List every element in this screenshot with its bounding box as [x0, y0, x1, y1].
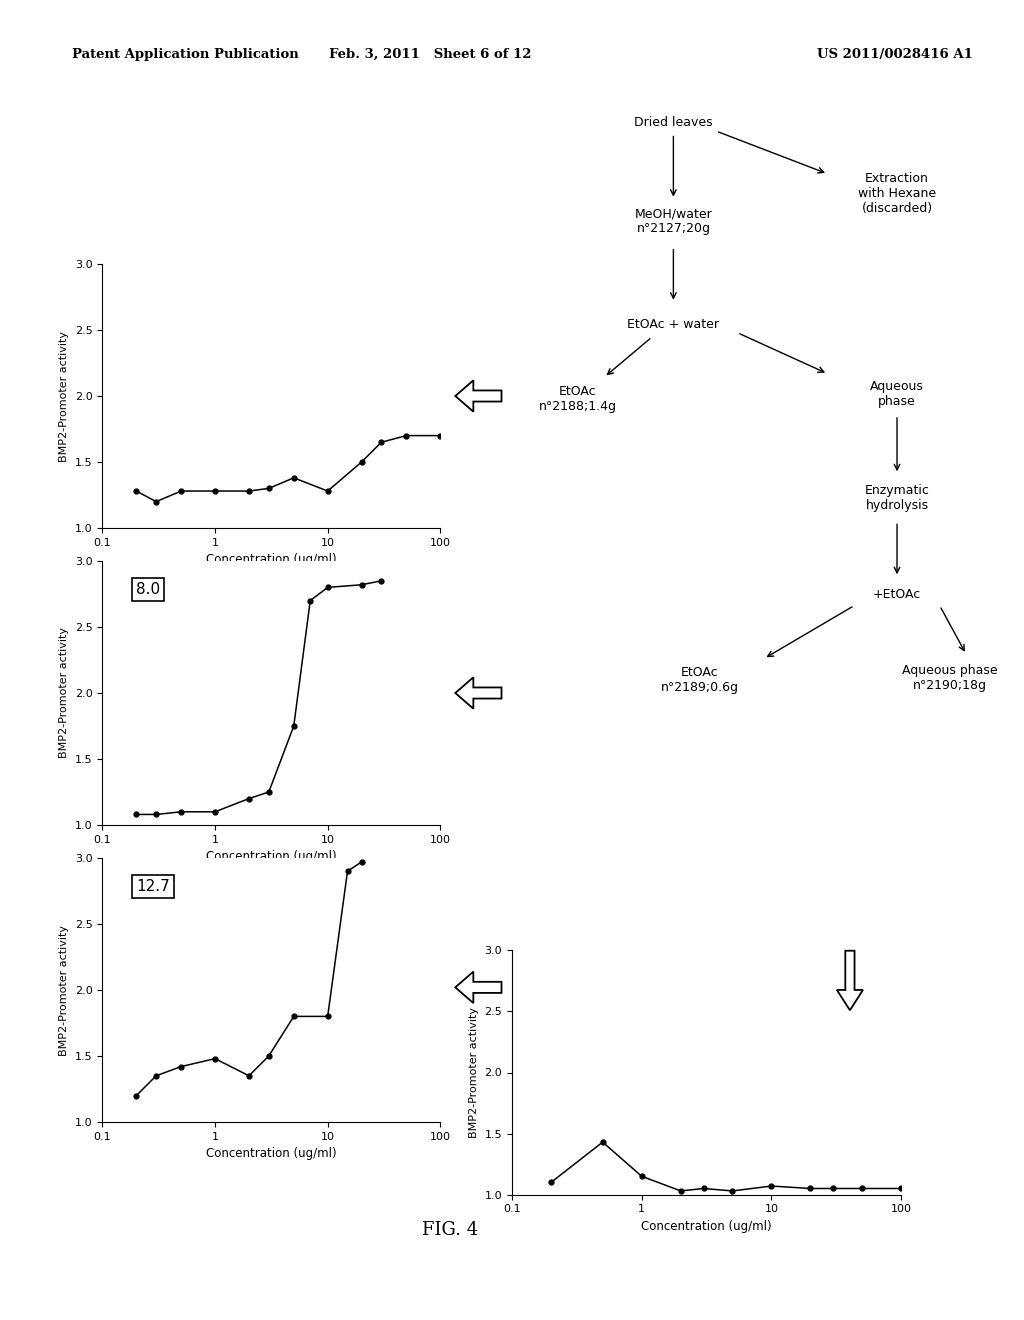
- Text: +EtOAc: +EtOAc: [872, 587, 922, 601]
- Text: Enzymatic
hydrolysis: Enzymatic hydrolysis: [864, 484, 930, 512]
- FancyArrow shape: [456, 972, 502, 1003]
- Text: Patent Application Publication: Patent Application Publication: [72, 48, 298, 61]
- Text: EtOAc
n°2188;1.4g: EtOAc n°2188;1.4g: [539, 384, 616, 413]
- X-axis label: Concentration (ug/ml): Concentration (ug/ml): [206, 553, 337, 566]
- Y-axis label: BMP2-Promoter activity: BMP2-Promoter activity: [59, 924, 70, 1056]
- Y-axis label: BMP2-Promoter activity: BMP2-Promoter activity: [59, 330, 70, 462]
- Text: EtOAc
n°2189;0.6g: EtOAc n°2189;0.6g: [662, 667, 739, 694]
- Text: FIG. 4: FIG. 4: [423, 1221, 478, 1239]
- Text: Aqueous
phase: Aqueous phase: [870, 380, 924, 408]
- Text: Feb. 3, 2011   Sheet 6 of 12: Feb. 3, 2011 Sheet 6 of 12: [329, 48, 531, 61]
- X-axis label: Concentration (ug/ml): Concentration (ug/ml): [206, 1147, 337, 1160]
- Text: Aqueous phase
n°2190;18g: Aqueous phase n°2190;18g: [902, 664, 998, 692]
- Text: 12.7: 12.7: [136, 879, 170, 894]
- Text: Extraction
with Hexane
(discarded): Extraction with Hexane (discarded): [858, 172, 936, 215]
- Text: MeOH/water
n°2127;20g: MeOH/water n°2127;20g: [635, 207, 713, 235]
- Text: US 2011/0028416 A1: US 2011/0028416 A1: [817, 48, 973, 61]
- X-axis label: Concentration (ug/ml): Concentration (ug/ml): [206, 850, 337, 863]
- Text: Dried leaves: Dried leaves: [634, 116, 713, 129]
- FancyArrow shape: [456, 380, 502, 412]
- Y-axis label: BMP2-Promoter activity: BMP2-Promoter activity: [469, 1007, 479, 1138]
- FancyArrow shape: [456, 677, 502, 709]
- FancyArrow shape: [837, 950, 863, 1010]
- X-axis label: Concentration (ug/ml): Concentration (ug/ml): [641, 1220, 772, 1233]
- Y-axis label: BMP2-Promoter activity: BMP2-Promoter activity: [59, 627, 70, 759]
- Text: EtOAc + water: EtOAc + water: [628, 318, 720, 330]
- Text: 8.0: 8.0: [136, 582, 161, 597]
